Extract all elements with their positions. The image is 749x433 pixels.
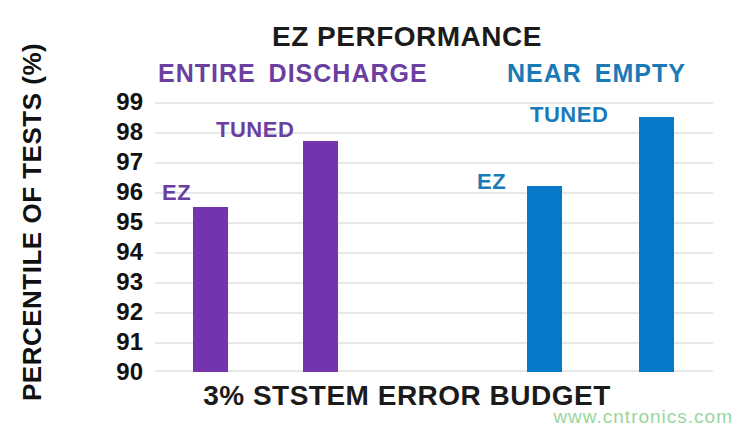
- gridline: [155, 222, 713, 224]
- y-tick-label: 98: [116, 117, 143, 147]
- gridline: [155, 252, 713, 254]
- gridline: [155, 370, 713, 372]
- y-tick-label: 96: [116, 177, 143, 207]
- y-tick-label: 93: [116, 267, 143, 297]
- bar-chart: EZ PERFORMANCE PERCENTILE OF TESTS (%) E…: [0, 0, 749, 433]
- chart-title: EZ PERFORMANCE: [65, 21, 749, 53]
- y-tick-label: 91: [116, 327, 143, 357]
- bar-label-near-tuned: TUNED: [530, 102, 608, 128]
- y-tick-label: 92: [116, 297, 143, 327]
- bar-label-entire-tuned: TUNED: [216, 117, 294, 143]
- gridline: [155, 342, 713, 344]
- watermark: www.cntronics.com: [553, 406, 733, 428]
- bar-near-empty-tuned: [639, 117, 674, 372]
- bar-label-near-ez: EZ: [477, 169, 506, 195]
- gridline: [155, 192, 713, 194]
- y-tick-label: 97: [116, 147, 143, 177]
- bar-label-entire-ez: EZ: [162, 180, 191, 206]
- bar-entire-discharge-ez: [193, 207, 228, 372]
- gridline: [155, 162, 713, 164]
- gridline: [155, 312, 713, 314]
- y-axis-tick-labels: 99989796959493929190: [88, 102, 143, 372]
- group-label-entire-discharge: ENTIRE DISCHARGE: [158, 59, 428, 88]
- bar-near-empty-ez: [527, 186, 562, 372]
- y-tick-label: 94: [116, 237, 143, 267]
- y-tick-label: 99: [116, 87, 143, 117]
- y-tick-label: 95: [116, 207, 143, 237]
- gridline: [155, 102, 713, 104]
- y-axis-title: PERCENTILE OF TESTS (%): [17, 51, 49, 401]
- gridline: [155, 282, 713, 284]
- group-label-near-empty: NEAR EMPTY: [507, 59, 686, 88]
- bar-entire-discharge-tuned: [303, 141, 338, 372]
